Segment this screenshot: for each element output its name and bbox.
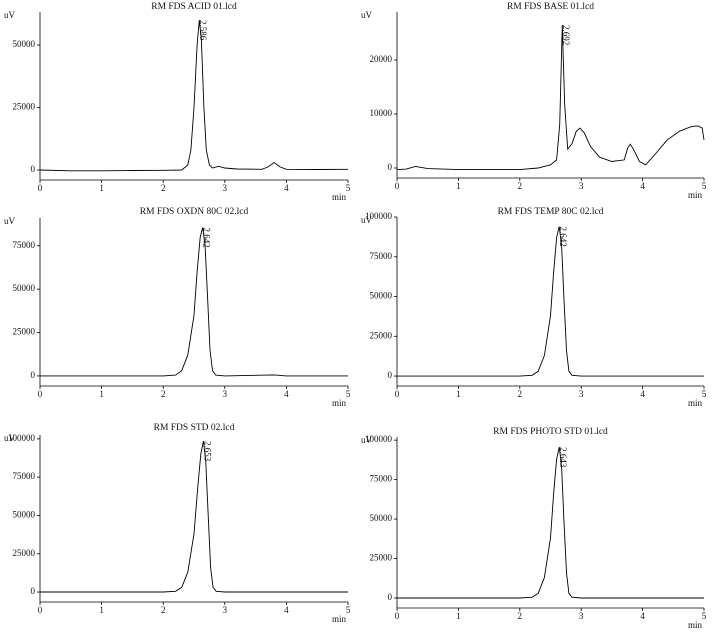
x-tick-label: 5 xyxy=(702,611,707,621)
x-tick-label: 5 xyxy=(346,389,351,399)
x-tick-label: 5 xyxy=(702,181,707,191)
trace xyxy=(40,227,348,377)
x-tick-label: 4 xyxy=(284,605,289,615)
chart-title: RM FDS PHOTO STD 01.lcd xyxy=(493,427,608,437)
y-tick-label: 0 xyxy=(388,592,393,602)
peak-label: 2.586 xyxy=(198,20,208,41)
x-axis-label: min xyxy=(688,398,703,408)
x-tick-label: 3 xyxy=(579,389,584,399)
x-tick-label: 0 xyxy=(395,611,400,621)
y-tick-label: 50000 xyxy=(13,283,36,293)
x-tick-label: 0 xyxy=(38,389,43,399)
x-tick-label: 3 xyxy=(579,611,584,621)
y-tick-label: 0 xyxy=(31,370,36,380)
peak-label: 2.642 xyxy=(202,228,212,248)
trace xyxy=(40,440,348,593)
y-tick-label: 50000 xyxy=(370,513,393,523)
x-tick-label: 3 xyxy=(579,181,584,191)
x-tick-label: 2 xyxy=(518,611,523,621)
trace xyxy=(397,226,704,377)
x-axis-label: min xyxy=(688,190,703,200)
y-axis-label: uV xyxy=(4,10,16,20)
x-tick-label: 1 xyxy=(99,605,104,615)
x-tick-label: 4 xyxy=(284,389,289,399)
x-tick-label: 0 xyxy=(395,181,400,191)
x-tick-label: 1 xyxy=(456,611,461,621)
x-tick-label: 2 xyxy=(161,183,166,193)
x-tick-label: 3 xyxy=(223,183,228,193)
y-axis-label: uV xyxy=(361,10,373,20)
chart-title: RM FDS OXDN 80C 02.lcd xyxy=(140,207,249,217)
y-tick-label: 0 xyxy=(388,162,393,172)
x-tick-label: 0 xyxy=(395,389,400,399)
x-tick-label: 4 xyxy=(640,389,645,399)
x-tick-label: 2 xyxy=(161,605,166,615)
y-tick-label: 25000 xyxy=(13,327,36,337)
y-tick-label: 50000 xyxy=(13,39,36,49)
x-tick-label: 1 xyxy=(456,181,461,191)
x-tick-label: 4 xyxy=(284,183,289,193)
y-tick-label: 75000 xyxy=(370,251,393,261)
y-tick-label: 75000 xyxy=(370,474,393,484)
x-tick-label: 2 xyxy=(161,389,166,399)
x-tick-label: 0 xyxy=(38,183,43,193)
x-tick-label: 0 xyxy=(38,605,43,615)
y-tick-label: 0 xyxy=(31,164,36,174)
y-axis-label: uV xyxy=(361,215,373,225)
peak-label: 2.643 xyxy=(558,447,568,468)
y-tick-label: 25000 xyxy=(13,548,36,558)
y-axis-label: uV xyxy=(4,216,16,226)
y-tick-label: 100000 xyxy=(365,211,393,221)
x-tick-label: 1 xyxy=(99,389,104,399)
y-tick-label: 75000 xyxy=(13,471,36,481)
x-tick-label: 2 xyxy=(518,181,523,191)
x-tick-label: 4 xyxy=(640,611,645,621)
y-tick-label: 50000 xyxy=(13,509,36,519)
y-tick-label: 100000 xyxy=(8,433,36,443)
x-axis-label: min xyxy=(332,192,347,202)
y-tick-label: 0 xyxy=(31,586,36,596)
x-tick-label: 5 xyxy=(346,183,351,193)
y-tick-label: 25000 xyxy=(370,330,393,340)
x-tick-label: 1 xyxy=(456,389,461,399)
y-tick-label: 50000 xyxy=(370,291,393,301)
y-tick-label: 25000 xyxy=(370,553,393,563)
trace xyxy=(39,19,349,172)
x-tick-label: 3 xyxy=(223,605,228,615)
chart-title: RM FDS ACID 01.lcd xyxy=(151,2,237,12)
y-tick-label: 10000 xyxy=(370,108,393,118)
x-tick-label: 1 xyxy=(99,183,104,193)
y-tick-label: 25000 xyxy=(13,102,36,112)
y-tick-label: 0 xyxy=(388,370,393,380)
chart-title: RM FDS TEMP 80C 02.lcd xyxy=(498,207,604,217)
chart-title: RM FDS BASE 01.lcd xyxy=(507,2,594,12)
peak-label: 2.653 xyxy=(202,441,212,462)
y-axis-label: uV xyxy=(361,435,373,445)
trace xyxy=(397,447,704,599)
trace xyxy=(396,24,705,171)
x-axis-label: min xyxy=(688,620,703,630)
chart-title: RM FDS STD 02.lcd xyxy=(154,423,235,433)
x-tick-label: 5 xyxy=(702,389,707,399)
peak-label: 2.642 xyxy=(558,227,568,247)
y-axis-label: uV xyxy=(4,433,16,443)
y-tick-label: 75000 xyxy=(13,240,36,250)
x-tick-label: 4 xyxy=(640,181,645,191)
y-tick-label: 20000 xyxy=(370,54,393,64)
x-tick-label: 3 xyxy=(223,389,228,399)
peak-label: 2.692 xyxy=(561,25,571,45)
x-axis-label: min xyxy=(332,398,347,408)
y-tick-label: 100000 xyxy=(365,434,393,444)
x-axis-label: min xyxy=(332,614,347,624)
x-tick-label: 2 xyxy=(518,389,523,399)
x-tick-label: 5 xyxy=(346,605,351,615)
